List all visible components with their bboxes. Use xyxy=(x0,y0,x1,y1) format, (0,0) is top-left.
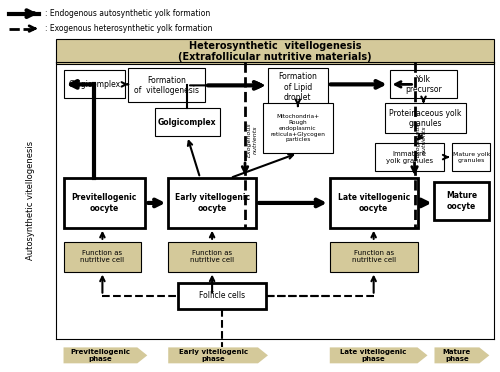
Text: Mature
oocyte: Mature oocyte xyxy=(446,191,477,211)
FancyBboxPatch shape xyxy=(64,70,126,98)
Polygon shape xyxy=(330,347,428,363)
Text: Proteinaceous yolk
granules: Proteinaceous yolk granules xyxy=(390,109,462,128)
FancyBboxPatch shape xyxy=(168,242,256,272)
Text: Immature
yolk granules: Immature yolk granules xyxy=(386,151,433,164)
FancyBboxPatch shape xyxy=(374,143,444,171)
Text: Follicle cells: Follicle cells xyxy=(199,291,245,300)
Text: Mature
phase: Mature phase xyxy=(443,349,471,362)
FancyBboxPatch shape xyxy=(330,178,418,228)
Text: Formation
of Lipid
droplet: Formation of Lipid droplet xyxy=(278,73,318,102)
Text: Early vitellogenic
oocyte: Early vitellogenic oocyte xyxy=(174,193,250,213)
Polygon shape xyxy=(64,347,148,363)
Text: Mature yolk
granules: Mature yolk granules xyxy=(453,152,490,163)
FancyBboxPatch shape xyxy=(434,182,490,220)
Text: Exogenous
nutrients: Exogenous nutrients xyxy=(246,123,258,157)
Text: Previtellogenic
oocyte: Previtellogenic oocyte xyxy=(72,193,137,213)
FancyBboxPatch shape xyxy=(128,68,205,102)
Text: Late vitellogenic
phase: Late vitellogenic phase xyxy=(340,349,407,362)
FancyBboxPatch shape xyxy=(268,68,328,106)
Text: Function as
nutritive cell: Function as nutritive cell xyxy=(352,250,396,263)
Text: Mitochondria+
Rough
endoplasmic
reticula+Glycogen
particles: Mitochondria+ Rough endoplasmic reticula… xyxy=(270,114,326,142)
Text: : Exogenous heterosynthetic yolk formation: : Exogenous heterosynthetic yolk formati… xyxy=(44,24,212,33)
Text: Golgicomplex: Golgicomplex xyxy=(158,118,216,127)
FancyBboxPatch shape xyxy=(384,103,466,133)
Text: Heterosynthetic  vitellogenesis
(Extrafollicular nutritive materials): Heterosynthetic vitellogenesis (Extrafol… xyxy=(178,41,372,62)
Text: Formation
of  vitellogenesis: Formation of vitellogenesis xyxy=(134,76,198,95)
Text: Yolk
precursor: Yolk precursor xyxy=(405,75,442,94)
Text: Autosynthetic vitellogenesis: Autosynthetic vitellogenesis xyxy=(26,140,35,260)
FancyBboxPatch shape xyxy=(390,70,458,98)
FancyBboxPatch shape xyxy=(178,283,266,308)
FancyBboxPatch shape xyxy=(263,103,333,153)
Text: Function as
nutritive cell: Function as nutritive cell xyxy=(190,250,234,263)
Text: Late vitellogenic
oocyte: Late vitellogenic oocyte xyxy=(338,193,410,213)
FancyBboxPatch shape xyxy=(452,143,490,171)
FancyBboxPatch shape xyxy=(156,108,220,136)
Text: Golgicomplex: Golgicomplex xyxy=(68,80,120,89)
Polygon shape xyxy=(168,347,268,363)
FancyBboxPatch shape xyxy=(64,178,146,228)
Text: Function as
nutritive cell: Function as nutritive cell xyxy=(80,250,124,263)
Polygon shape xyxy=(434,347,490,363)
Text: : Endogenous autosynthetic yolk formation: : Endogenous autosynthetic yolk formatio… xyxy=(44,9,210,18)
FancyBboxPatch shape xyxy=(168,178,256,228)
Text: Exogenous
nutrients: Exogenous nutrients xyxy=(416,123,427,157)
Text: Early vitellogenic
phase: Early vitellogenic phase xyxy=(178,349,248,362)
FancyBboxPatch shape xyxy=(330,242,418,272)
Text: Previtellogenic
phase: Previtellogenic phase xyxy=(70,349,130,362)
FancyBboxPatch shape xyxy=(56,39,494,64)
FancyBboxPatch shape xyxy=(64,242,142,272)
